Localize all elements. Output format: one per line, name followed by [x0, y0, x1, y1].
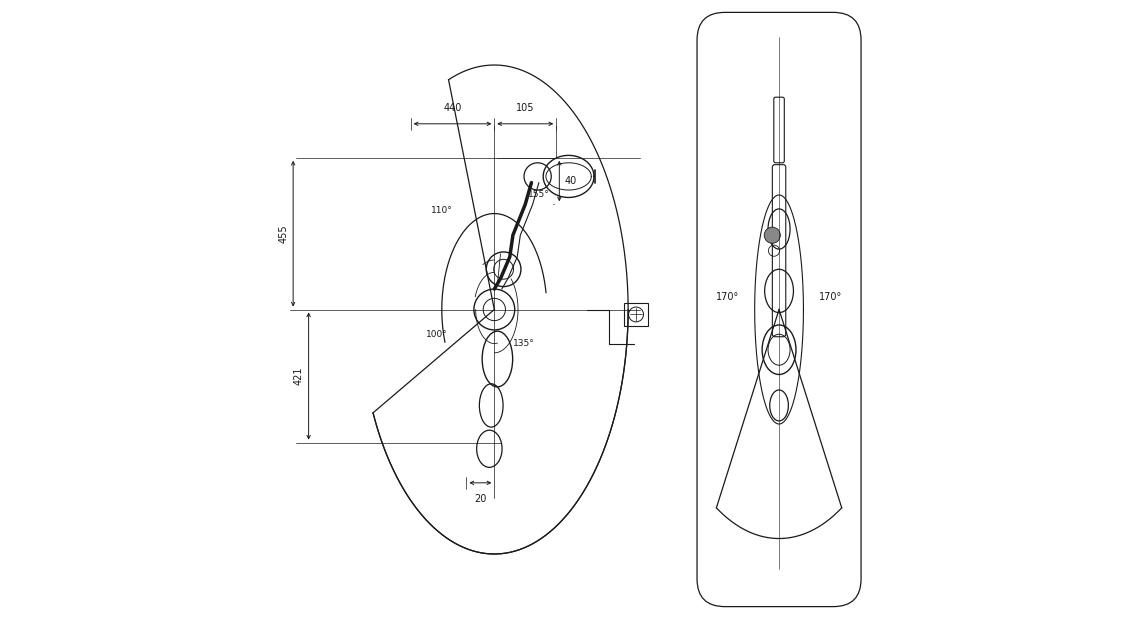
- Text: 40: 40: [564, 176, 577, 186]
- Circle shape: [765, 227, 780, 243]
- Text: 440: 440: [443, 103, 461, 113]
- Text: 421: 421: [294, 367, 303, 385]
- Bar: [624, 303, 648, 326]
- Text: 135°: 135°: [512, 339, 535, 348]
- Text: 170°: 170°: [716, 292, 740, 302]
- Text: 100°: 100°: [426, 330, 448, 339]
- Text: 155°: 155°: [528, 191, 550, 199]
- Text: 170°: 170°: [819, 292, 843, 302]
- Text: 20: 20: [474, 494, 486, 504]
- Text: 455: 455: [278, 224, 288, 243]
- Text: 105: 105: [516, 103, 535, 113]
- Text: 110°: 110°: [431, 206, 452, 215]
